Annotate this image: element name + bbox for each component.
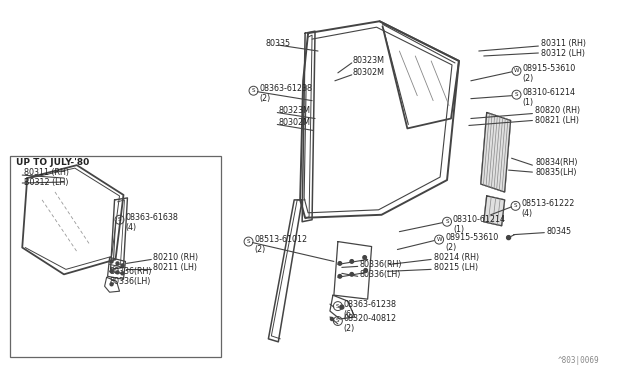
Text: 80335: 80335 [266,39,291,48]
Text: 80302M: 80302M [278,118,310,127]
Text: 80323M: 80323M [353,57,385,65]
Text: 08320-40812: 08320-40812 [344,314,397,324]
Text: (2): (2) [255,245,266,254]
Text: W: W [514,68,519,73]
Text: (6): (6) [344,310,355,318]
Circle shape [340,305,344,309]
Circle shape [350,273,353,276]
Text: 08513-61222: 08513-61222 [522,199,575,208]
Text: 80215 (LH): 80215 (LH) [434,263,478,272]
Text: 08310-61214: 08310-61214 [522,88,575,97]
Text: B0312 (LH): B0312 (LH) [24,177,68,186]
Text: 80302M: 80302M [353,68,385,77]
Text: 80820 (RH): 80820 (RH) [536,106,580,115]
Text: ^803|0069: ^803|0069 [558,356,600,365]
Text: 80336(LH): 80336(LH) [360,270,401,279]
Text: (4): (4) [522,209,532,218]
Circle shape [116,271,119,274]
Polygon shape [484,196,504,226]
Text: 80834(RH): 80834(RH) [536,158,578,167]
Circle shape [364,269,367,272]
Text: 80835(LH): 80835(LH) [536,168,577,177]
Text: 08915-53610: 08915-53610 [445,233,499,242]
Text: S: S [118,217,121,222]
Text: (2): (2) [344,324,355,333]
Circle shape [121,264,124,267]
Circle shape [338,262,342,265]
Circle shape [110,270,113,273]
Text: S: S [336,318,340,324]
Text: (2): (2) [259,94,271,103]
Text: S: S [247,239,250,244]
Text: 80323M: 80323M [278,106,310,115]
Circle shape [338,275,342,278]
Text: 08363-61238: 08363-61238 [344,299,397,309]
Text: 80336(RH): 80336(RH) [360,260,402,269]
Text: S: S [515,92,518,97]
Text: 80214 (RH): 80214 (RH) [434,253,479,262]
Text: 08363-61238: 08363-61238 [259,84,312,93]
Text: 80336(RH): 80336(RH) [109,267,152,276]
Text: 08513-61012: 08513-61012 [255,235,308,244]
Text: 80211 (LH): 80211 (LH) [153,263,197,272]
Text: W: W [436,237,442,242]
Text: (2): (2) [522,74,534,83]
Circle shape [330,318,333,321]
Text: S: S [445,219,449,224]
Bar [10,156,221,357]
Text: S: S [336,304,340,309]
Polygon shape [481,113,511,192]
Circle shape [507,235,511,240]
Text: UP TO JULY-'80: UP TO JULY-'80 [16,158,90,167]
Circle shape [121,272,124,275]
Text: 80311 (RH): 80311 (RH) [541,39,586,48]
Text: (1): (1) [453,225,464,234]
Circle shape [363,256,367,259]
Text: (1): (1) [522,98,534,107]
Circle shape [110,283,113,286]
Text: 08310-61214: 08310-61214 [453,215,506,224]
Text: 80210 (RH): 80210 (RH) [153,253,198,262]
Text: 80345: 80345 [547,227,572,236]
Text: 08363-61638: 08363-61638 [125,213,179,222]
Circle shape [350,260,353,263]
Text: S: S [252,88,255,93]
Text: 80311 (RH): 80311 (RH) [24,168,69,177]
Text: (2): (2) [445,243,456,252]
Circle shape [116,262,119,265]
Text: S: S [514,203,517,208]
Text: 08915-53610: 08915-53610 [522,64,576,73]
Circle shape [110,260,113,263]
Text: 80336(LH): 80336(LH) [109,277,151,286]
Text: 80312 (LH): 80312 (LH) [541,48,586,58]
Text: 80821 (LH): 80821 (LH) [536,116,579,125]
Text: (4): (4) [125,223,136,232]
